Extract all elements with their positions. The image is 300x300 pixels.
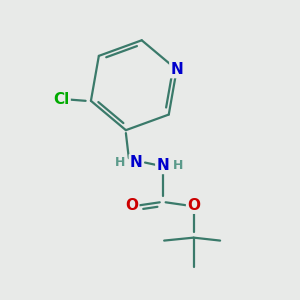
Text: N: N — [170, 62, 183, 77]
Text: H: H — [115, 156, 125, 169]
Text: N: N — [130, 155, 142, 170]
Text: Cl: Cl — [53, 92, 70, 107]
Text: H: H — [173, 159, 184, 172]
Text: O: O — [187, 198, 200, 213]
Text: O: O — [125, 198, 138, 213]
Text: N: N — [156, 158, 169, 173]
